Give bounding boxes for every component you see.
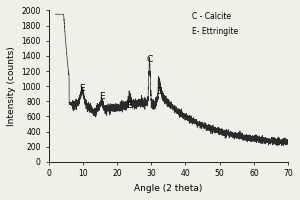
Text: E: E (99, 92, 104, 101)
Y-axis label: Intensity (counts): Intensity (counts) (7, 46, 16, 126)
Text: E: E (126, 101, 132, 110)
Text: C: C (146, 55, 153, 64)
Text: E: E (156, 87, 162, 96)
Text: E- Ettringite: E- Ettringite (192, 27, 239, 36)
Text: C - Calcite: C - Calcite (192, 12, 231, 21)
Text: E: E (79, 84, 85, 93)
X-axis label: Angle (2 theta): Angle (2 theta) (134, 184, 202, 193)
